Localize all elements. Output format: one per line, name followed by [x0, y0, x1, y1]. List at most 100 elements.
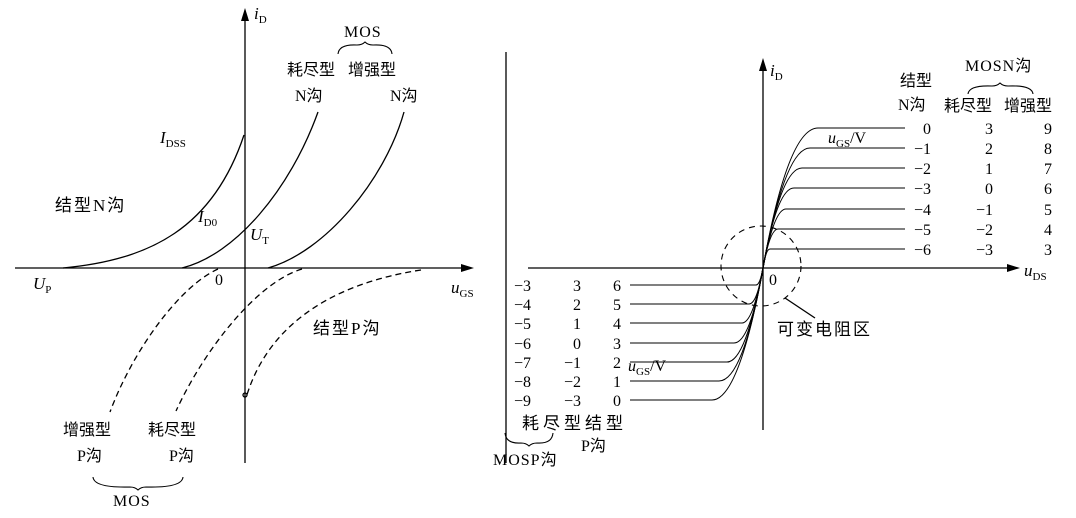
p-table-cell: 0 [613, 393, 621, 410]
enhancement-n-channel-label: N沟 [390, 88, 418, 105]
jfet-p-axis-endpoint-dot [242, 392, 248, 398]
n-table-cell: 6 [1044, 181, 1052, 198]
n-table-cell: 3 [985, 121, 993, 138]
enhancement-p-label: 增强型 [63, 422, 112, 439]
curve-enhancement-n [267, 111, 405, 269]
right-x-axis-arrow [1007, 264, 1020, 272]
jfet-p-curve-label: 结型P沟 [313, 319, 382, 338]
p-table-cell: −1 [563, 355, 581, 372]
n-output-curve-4 [762, 187, 905, 269]
p-output-curve-2 [630, 267, 764, 305]
p-output-curve-3 [630, 267, 764, 324]
p-table-cell: −3 [563, 393, 581, 410]
p-table-cell: 3 [613, 336, 621, 353]
n-table-cell: 3 [1044, 242, 1052, 259]
n-table-cell: 8 [1044, 141, 1052, 158]
p-output-curve-7 [630, 267, 764, 401]
n-table-cell: −2 [913, 161, 931, 178]
n-table-cell: −5 [913, 222, 931, 239]
jfet-n-curve-label: 结型N沟 [55, 196, 127, 215]
mos-top-label: MOS [344, 24, 382, 41]
left-y-axis-label: iD [254, 4, 267, 26]
depletion-n-label: 耗尽型 [287, 62, 336, 79]
n-table-cell: 5 [1044, 202, 1052, 219]
p-table-cell: −3 [513, 278, 531, 295]
curve-depletion-p [175, 268, 303, 412]
jfet-n-col-header-2: N沟 [898, 97, 926, 114]
annotation-leader-line [784, 297, 816, 319]
enhancement-n-label: 增强型 [348, 62, 397, 79]
p-table-cell: 4 [613, 316, 621, 333]
mosn-brace [967, 82, 1034, 95]
ut-point-label: UT [250, 225, 270, 247]
p-table-cell: −6 [513, 336, 531, 353]
mos-top-brace [337, 41, 393, 55]
mos-bottom-brace [92, 476, 184, 491]
variable-resistance-region-label: 可变电阻区 [777, 320, 872, 339]
right-y-axis-arrow [759, 58, 767, 71]
right-y-axis-label: iD [770, 61, 783, 83]
left-x-axis-arrow [461, 264, 474, 272]
p-table-cell: 3 [573, 278, 581, 295]
p-table-cell: 1 [573, 316, 581, 333]
n-table-cell: −6 [913, 242, 931, 259]
ugs-unit-label-p: uGS/V [628, 358, 667, 378]
p-table-cell: −5 [513, 316, 531, 333]
p-table-cell: −2 [563, 374, 581, 391]
p-table-cell: 5 [613, 297, 621, 314]
n-table-cell: −3 [975, 242, 993, 259]
idss-point-label: IDSS [160, 128, 186, 150]
mosp-brace [504, 432, 554, 447]
n-table-cell: 0 [985, 181, 993, 198]
depletion-p-channel-label: P沟 [169, 448, 194, 465]
curve-jfet-n [62, 134, 245, 269]
n-table-cell: 2 [985, 141, 993, 158]
mosn-header-label: MOSN沟 [965, 58, 1033, 75]
n-table-cell: 7 [1044, 161, 1052, 178]
left-origin-label: 0 [215, 272, 224, 289]
depletion-n-channel-label: N沟 [295, 88, 323, 105]
p-table-cell: −8 [513, 374, 531, 391]
n-output-curve-2 [762, 147, 905, 269]
n-table-cell: −3 [913, 181, 931, 198]
right-origin-label: 0 [769, 272, 778, 289]
n-output-curve-7 [762, 248, 905, 269]
p-table-cell: −7 [513, 355, 531, 372]
depletion-col-header: 耗尽型 [944, 98, 993, 115]
n-table-cell: −4 [913, 202, 931, 219]
left-y-axis-arrow [241, 8, 249, 21]
n-table-cell: 0 [923, 121, 931, 138]
p-table-cell: 6 [613, 278, 621, 295]
left-x-axis-label: uGS [451, 278, 474, 300]
p-output-curve-1 [630, 267, 764, 286]
p-table-cell: 2 [613, 355, 621, 372]
enhancement-col-header: 增强型 [1004, 98, 1053, 115]
mosp-label: MOSP沟 [493, 452, 558, 469]
n-table-cell: −1 [975, 202, 993, 219]
p-output-curve-5 [630, 267, 764, 363]
p-table-cell: 2 [573, 297, 581, 314]
p-table-footer-channel: P沟 [581, 438, 606, 455]
n-table-cell: 9 [1044, 121, 1052, 138]
n-output-curve-5 [762, 208, 905, 269]
enhancement-p-channel-label: P沟 [77, 448, 102, 465]
p-table-cell: −4 [513, 297, 531, 314]
n-table-cell: 1 [985, 161, 993, 178]
curve-jfet-p [245, 269, 422, 399]
right-x-axis-label: uDS [1024, 261, 1047, 283]
depletion-p-label: 耗尽型 [148, 422, 197, 439]
variable-resistance-region-circle [720, 225, 802, 307]
p-table-footer-depletion-jfet: 耗尽型结型 [522, 414, 627, 433]
mos-bottom-label: MOS [113, 493, 151, 510]
n-table-cell: −1 [913, 141, 931, 158]
curve-depletion-n [181, 111, 319, 269]
n-table-cell: 4 [1044, 222, 1052, 239]
n-table-cell: −2 [975, 222, 993, 239]
id0-point-label: ID0 [198, 207, 218, 229]
p-table-cell: 1 [613, 374, 621, 391]
p-table-cell: −9 [513, 393, 531, 410]
ugs-unit-label-n: uGS/V [828, 130, 867, 150]
p-output-curve-4 [630, 267, 764, 344]
